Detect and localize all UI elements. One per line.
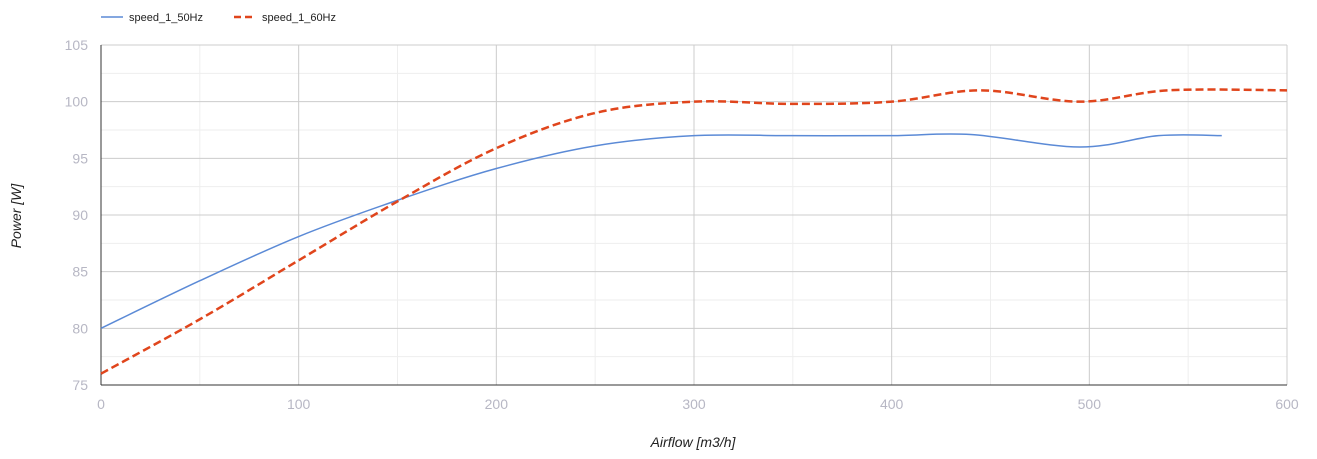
series-line-2 <box>100 88 1288 375</box>
y-tick-label: 75 <box>72 377 88 393</box>
y-tick-label: 100 <box>65 94 89 110</box>
major-gridlines <box>101 44 1288 385</box>
series-line-1 <box>100 133 1222 330</box>
x-tick-label: 600 <box>1275 396 1299 412</box>
legend-label-series-2: speed_1_60Hz <box>262 12 336 24</box>
legend[interactable]: speed_1_50Hz speed_1_60Hz <box>101 12 336 24</box>
x-axis-title: Airflow [m3/h] <box>650 434 737 450</box>
series-layer <box>100 88 1288 375</box>
x-tick-label: 100 <box>287 396 311 412</box>
x-tick-label: 500 <box>1078 396 1102 412</box>
legend-item-series-2[interactable]: speed_1_60Hz <box>234 12 336 24</box>
y-tick-label: 105 <box>65 37 89 53</box>
x-tick-label: 300 <box>682 396 706 412</box>
x-tick-label: 200 <box>485 396 509 412</box>
x-axis-ticks: 0 100 200 300 400 500 600 <box>97 396 1299 412</box>
y-axis-title: Power [W] <box>8 183 24 249</box>
x-tick-label: 400 <box>880 396 904 412</box>
legend-item-series-1[interactable]: speed_1_50Hz <box>101 12 203 24</box>
y-tick-label: 95 <box>72 150 88 166</box>
x-tick-label: 0 <box>97 396 105 412</box>
y-tick-label: 90 <box>72 207 88 223</box>
y-axis-ticks: 75 80 85 90 95 100 105 <box>65 37 89 393</box>
legend-label-series-1: speed_1_50Hz <box>129 12 203 24</box>
y-tick-label: 85 <box>72 264 88 280</box>
y-tick-label: 80 <box>72 320 88 336</box>
